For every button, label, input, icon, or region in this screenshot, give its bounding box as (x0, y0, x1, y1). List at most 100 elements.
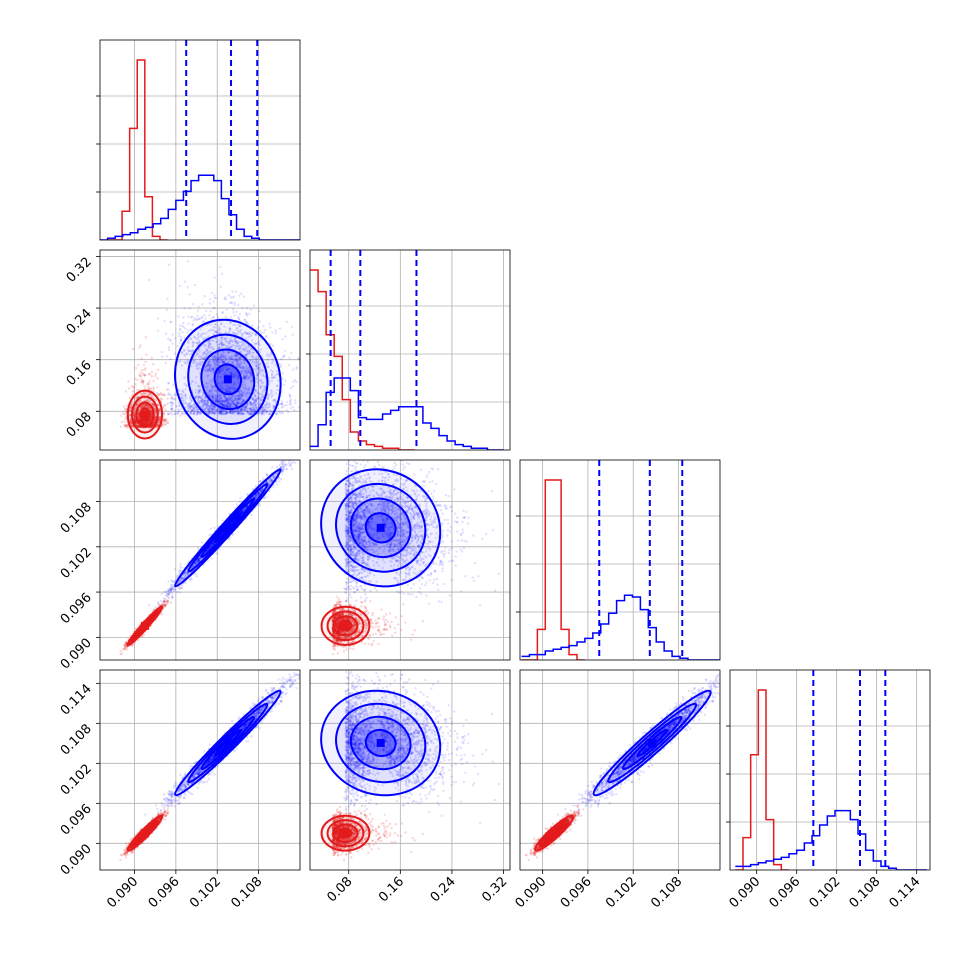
scatter-point-blue (213, 306, 216, 310)
scatter-point-blue (164, 361, 167, 365)
scatter-point-blue (189, 411, 193, 414)
scatter-point-blue (219, 328, 222, 331)
scatter-point-red (144, 360, 147, 364)
scatter-point-blue (213, 386, 216, 390)
scatter-point-blue (243, 377, 247, 380)
scatter-point-blue (213, 396, 216, 399)
scatter-point-blue (169, 401, 172, 405)
scatter-point-blue (245, 404, 248, 408)
scatter-point-blue (176, 590, 179, 594)
scatter-point-blue (214, 364, 217, 367)
scatter-point-red (119, 425, 122, 428)
scatter-point-blue (248, 351, 252, 355)
scatter-point-blue (257, 325, 260, 329)
scatter-point-blue (242, 367, 245, 371)
scatter-point-blue (213, 412, 217, 416)
scatter-point-red (120, 420, 123, 424)
scatter-point-blue (207, 344, 210, 347)
scatter-point-blue (277, 379, 280, 382)
scatter-point-blue (211, 396, 214, 399)
scatter-point-blue (281, 371, 285, 375)
scatter-point-blue (219, 408, 223, 412)
scatter-point-blue (231, 362, 235, 365)
scatter-point-blue (198, 385, 202, 389)
scatter-point-red (169, 396, 173, 400)
scatter-point-blue (179, 563, 182, 566)
scatter-point-blue (263, 408, 266, 411)
scatter-point-blue (234, 399, 237, 402)
scatter-point-blue (228, 396, 231, 399)
scatter-point-blue (224, 400, 227, 403)
scatter-point-blue (221, 311, 224, 314)
contour-red-peak (140, 410, 149, 419)
scatter-point-blue (252, 402, 256, 405)
scatter-point-blue (243, 394, 246, 397)
scatter-point-blue (221, 388, 225, 391)
scatter-point-red (139, 372, 142, 375)
scatter-point-blue (259, 397, 263, 400)
scatter-point-blue (247, 332, 250, 335)
scatter-point-blue (241, 401, 244, 404)
scatter-point-blue (251, 348, 255, 351)
scatter-point-blue (221, 373, 224, 376)
scatter-point-blue (227, 401, 230, 405)
scatter-point-blue (226, 398, 229, 402)
scatter-point-blue (167, 382, 170, 385)
scatter-point-blue (197, 400, 200, 403)
scatter-point-blue (228, 341, 231, 344)
scatter-point-blue (232, 395, 236, 398)
scatter-point-blue (181, 324, 184, 328)
scatter-point-blue (231, 394, 235, 397)
scatter-point-blue (240, 407, 244, 410)
scatter-point-blue (264, 408, 267, 412)
scatter-point-blue (186, 403, 190, 406)
scatter-point-blue (231, 340, 234, 343)
scatter-point-blue (245, 392, 249, 395)
scatter-point-blue (197, 366, 200, 369)
scatter-point-blue (206, 405, 210, 408)
scatter-point-blue (232, 409, 236, 412)
histogram-blue (100, 174, 300, 240)
scatter-point-blue (200, 397, 204, 401)
scatter-point-blue (256, 391, 259, 394)
scatter-point-blue (169, 357, 172, 361)
scatter-point-blue (224, 399, 227, 402)
scatter-point-blue (257, 384, 261, 387)
scatter-point-blue (221, 410, 224, 414)
scatter-point-blue (220, 399, 223, 403)
scatter-point-blue (270, 410, 273, 414)
scatter-point-blue (208, 350, 211, 354)
scatter-point-blue (212, 368, 215, 372)
scatter-point-blue (297, 357, 300, 360)
scatter-point-blue (214, 362, 218, 366)
scatter-point-blue (216, 371, 220, 374)
scatter-point-blue (215, 409, 218, 413)
scatter-point-blue (239, 411, 243, 414)
scatter-point-blue (205, 368, 209, 372)
scatter-point-blue (289, 398, 292, 401)
scatter-point-blue (189, 328, 193, 331)
scatter-point-blue (281, 337, 284, 341)
scatter-point-blue (248, 407, 252, 410)
scatter-point-blue (217, 356, 221, 359)
scatter-point-blue (243, 376, 246, 380)
scatter-point-blue (171, 593, 174, 596)
scatter-point-blue (244, 408, 247, 412)
scatter-point-blue (256, 374, 259, 377)
scatter-point-blue (271, 370, 275, 374)
scatter-point-blue (147, 278, 151, 282)
scatter-point-blue (190, 408, 193, 411)
scatter-point-blue (205, 405, 208, 408)
scatter-point-blue (211, 411, 214, 415)
scatter-point-blue (244, 354, 248, 358)
scatter-point-blue (214, 390, 217, 393)
scatter-point-blue (212, 359, 216, 362)
scatter-point-blue (292, 456, 294, 458)
scatter-point-red (163, 394, 167, 397)
scatter-point-red (150, 375, 154, 378)
scatter-point-blue (217, 410, 220, 413)
scatter-point-blue (222, 403, 225, 407)
scatter-point-blue (195, 364, 198, 367)
scatter-point-blue (224, 344, 227, 347)
scatter-point-blue (242, 348, 245, 352)
